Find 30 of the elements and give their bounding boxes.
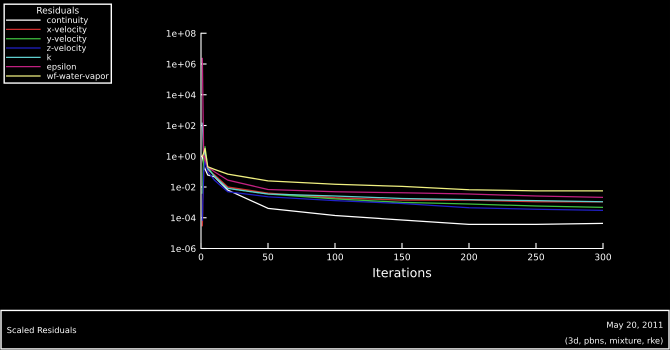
legend-label: wf-water-vapor [47, 72, 109, 81]
y-tick-label: 1e+02 [166, 122, 196, 130]
legend-label: y-velocity [46, 35, 87, 44]
text: (3d, pbns, mixture, rke) [565, 337, 663, 346]
line-series [202, 148, 603, 192]
legend-label: x-velocity [46, 26, 87, 34]
legend-label: z-velocity [47, 44, 86, 53]
x-tick-label: 150 [394, 254, 410, 260]
x-tick-label: 100 [327, 254, 344, 260]
x-tick-label: 0 [198, 254, 204, 260]
x-tick-label: 300 [595, 254, 612, 260]
legend-label: epsilon [47, 63, 76, 72]
x-tick-label: 50 [262, 254, 274, 260]
y-tick-label: 1e-06 [171, 245, 196, 252]
y-tick-label: 1e-04 [171, 214, 196, 222]
x-tick-label: 200 [461, 254, 478, 260]
legend-label: k [47, 54, 52, 60]
line-series [202, 58, 603, 198]
y-tick-label: 1e-02 [171, 184, 196, 191]
x-tick-label: 250 [528, 254, 544, 260]
line-series [202, 122, 603, 202]
y-tick-label: 1e+06 [166, 60, 196, 68]
legend-title: Residuals [37, 6, 79, 14]
text: Scaled Residuals [7, 326, 76, 334]
y-tick-label: 1e+00 [166, 152, 196, 160]
y-tick-label: 1e+04 [166, 91, 196, 98]
x-axis-title: Iterations [373, 268, 432, 278]
y-tick-label: 1e+08 [166, 30, 196, 37]
legend-label: continuity [47, 16, 88, 25]
text: May 20, 2011 [607, 322, 663, 330]
